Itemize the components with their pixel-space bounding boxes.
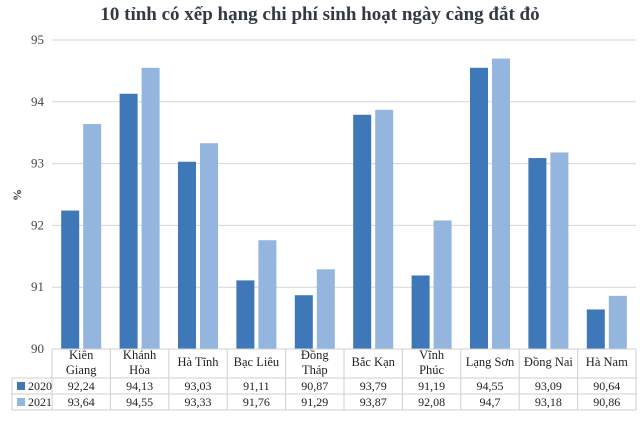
bar-2021 — [550, 152, 569, 349]
x-tick-label: Kiên — [69, 348, 94, 362]
data-label: 93,87 — [360, 395, 387, 409]
legend-swatch-2021 — [17, 398, 25, 406]
bar-2020 — [528, 158, 547, 349]
bar-2021 — [608, 295, 627, 349]
x-tick-label: Khánh — [123, 348, 157, 362]
bar-2021 — [375, 109, 394, 349]
bar-2020 — [119, 93, 138, 350]
x-tick-label: Lạng Sơn — [466, 355, 515, 369]
data-label: 90,86 — [593, 395, 620, 409]
x-tick-label: Tháp — [302, 363, 328, 377]
data-label: 94,13 — [126, 379, 153, 393]
chart-title: 10 tỉnh có xếp hạng chi phí sinh hoạt ng… — [100, 4, 540, 25]
x-tick-label: Bạc Liêu — [234, 355, 280, 369]
bar-2020 — [294, 295, 313, 349]
data-label: 93,18 — [535, 395, 562, 409]
y-tick-label: 93 — [31, 156, 44, 171]
data-label: 94,7 — [480, 395, 501, 409]
legend-swatch-2020 — [17, 382, 25, 390]
bar-2021 — [492, 58, 510, 349]
x-tick-label: Hà Tĩnh — [177, 355, 219, 369]
data-label: 94,55 — [126, 395, 153, 409]
bar-2020 — [470, 67, 488, 349]
legend-label: 2021 — [28, 395, 52, 409]
bar-2021 — [83, 124, 102, 349]
data-label: 91,76 — [243, 395, 270, 409]
x-tick-label: Hà Nam — [586, 355, 628, 369]
bar-2020 — [353, 114, 372, 349]
bar-2021 — [316, 269, 335, 349]
data-label: 93,79 — [360, 379, 387, 393]
bar-2021 — [433, 220, 452, 349]
data-label: 93,03 — [185, 379, 212, 393]
data-label: 92,08 — [418, 395, 445, 409]
x-tick-label: Đồng — [301, 348, 330, 362]
bar-2020 — [411, 275, 430, 349]
y-tick-label: 95 — [31, 32, 44, 47]
x-tick-label: Phúc — [419, 363, 444, 377]
y-tick-label: 90 — [31, 341, 44, 356]
y-axis-label: % — [10, 189, 24, 201]
data-label: 90,64 — [593, 379, 620, 393]
bar-2020 — [61, 210, 80, 349]
data-label: 90,87 — [301, 379, 328, 393]
legend-label: 2020 — [28, 379, 52, 393]
x-tick-label: Hòa — [129, 363, 150, 377]
bar-2021 — [141, 67, 160, 349]
bar-2021 — [200, 143, 218, 349]
x-tick-label: Bắc Kạn — [352, 355, 396, 369]
data-label: 91,29 — [301, 395, 328, 409]
data-label: 93,64 — [68, 395, 95, 409]
data-label: 94,55 — [477, 379, 504, 393]
bar-2020 — [236, 280, 255, 349]
bar-2021 — [258, 240, 277, 349]
bar-2020 — [586, 309, 605, 349]
y-tick-label: 92 — [31, 217, 44, 232]
y-tick-label: 94 — [31, 94, 45, 109]
x-tick-label: Giang — [66, 363, 97, 377]
y-tick-label: 91 — [31, 279, 44, 294]
data-label: 93,33 — [185, 395, 212, 409]
data-label: 93,09 — [535, 379, 562, 393]
x-tick-label: Đồng Nai — [524, 355, 573, 369]
x-tick-label: Vĩnh — [419, 348, 445, 362]
data-label: 91,19 — [418, 379, 445, 393]
bar-2020 — [178, 161, 196, 349]
data-label: 92,24 — [68, 379, 95, 393]
data-label: 91,11 — [243, 379, 270, 393]
